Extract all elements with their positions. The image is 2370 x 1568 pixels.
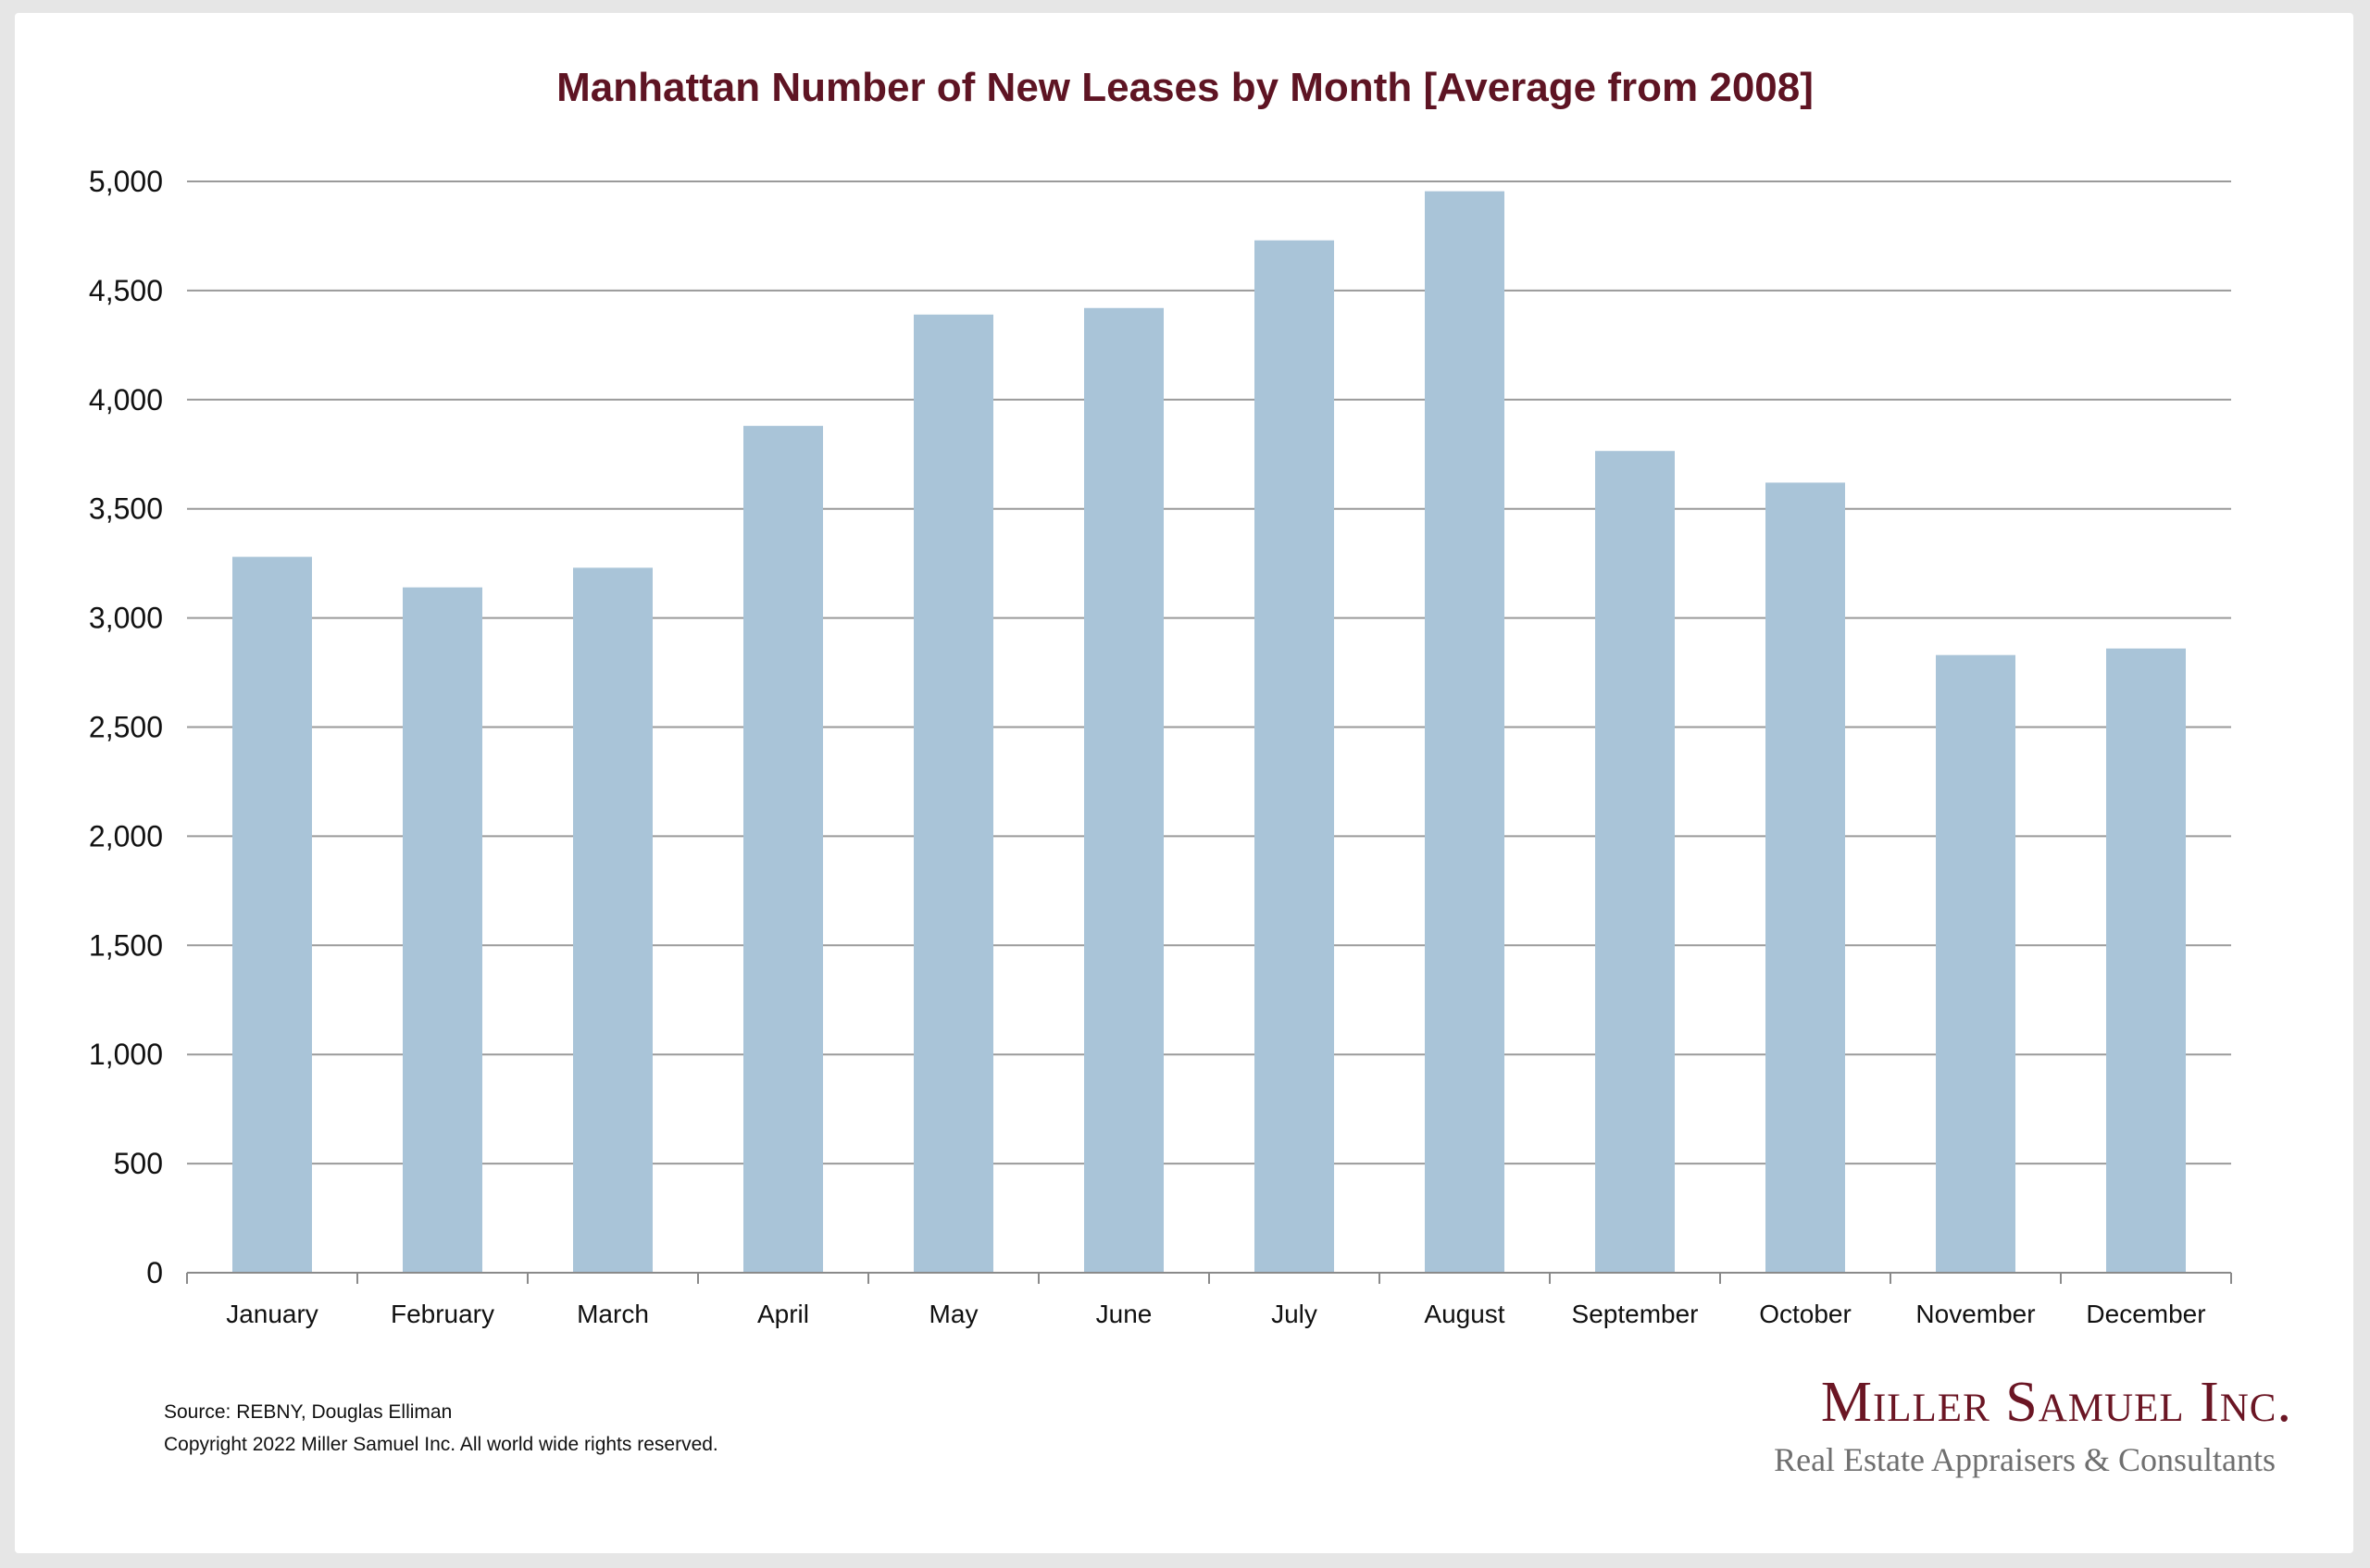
y-tick-label: 0 xyxy=(146,1256,163,1289)
y-tick-label: 3,500 xyxy=(89,492,163,526)
x-tick-label: June xyxy=(1096,1300,1153,1328)
y-tick-labels: 0 500 1,000 1,500 2,000 2,500 3,000 3,500 4,000 4… xyxy=(89,165,163,1289)
bar-november xyxy=(1936,654,2015,1273)
company-logo-tagline: Real Estate Appraisers & Consultants xyxy=(1774,1441,2276,1478)
y-tick-label: 3,000 xyxy=(89,602,163,635)
x-tick-label: April xyxy=(757,1300,809,1328)
grid-lines xyxy=(187,180,2231,1165)
bar-october xyxy=(1765,482,1845,1273)
bar-june xyxy=(1084,307,1164,1273)
company-logo-name: Miller Samuel Inc. xyxy=(1820,1371,2292,1434)
x-tick-label: March xyxy=(577,1300,649,1328)
x-tick-label: July xyxy=(1271,1300,1317,1328)
bar-march xyxy=(573,567,653,1273)
x-tick-label: January xyxy=(226,1300,318,1328)
source-note: Source: REBNY, Douglas Elliman xyxy=(164,1401,453,1423)
x-axis xyxy=(186,1272,2232,1284)
y-tick-label: 1,000 xyxy=(89,1038,163,1071)
bar-september xyxy=(1595,451,1675,1273)
bar-january xyxy=(232,556,312,1273)
y-tick-label: 2,500 xyxy=(89,711,163,744)
bar-february xyxy=(403,587,482,1273)
y-tick-label: 4,500 xyxy=(89,274,163,307)
y-tick-label: 5,000 xyxy=(89,165,163,198)
y-tick-label: 500 xyxy=(114,1147,163,1180)
x-tick-label: November xyxy=(1915,1300,2035,1328)
x-tick-label: May xyxy=(929,1300,979,1328)
y-tick-label: 2,000 xyxy=(89,819,163,852)
bar-april xyxy=(743,426,823,1273)
x-tick-label: February xyxy=(391,1300,494,1328)
y-tick-label: 1,500 xyxy=(89,928,163,962)
x-tick-label: December xyxy=(2086,1300,2205,1328)
bar-august xyxy=(1425,191,1504,1274)
bar-july xyxy=(1254,240,1334,1273)
y-tick-label: 4,000 xyxy=(89,383,163,417)
x-tick-label: October xyxy=(1759,1300,1852,1328)
x-tick-label: September xyxy=(1572,1300,1699,1328)
bar-may xyxy=(914,314,993,1273)
bars xyxy=(232,191,2186,1274)
chart-title: Manhattan Number of New Leases by Month … xyxy=(556,65,1814,110)
x-tick-labels: January February March April May June July Augu… xyxy=(226,1300,2205,1328)
bar-december xyxy=(2106,648,2186,1273)
x-tick-label: August xyxy=(1424,1300,1504,1328)
copyright-note: Copyright 2022 Miller Samuel Inc. All wo… xyxy=(164,1434,718,1455)
